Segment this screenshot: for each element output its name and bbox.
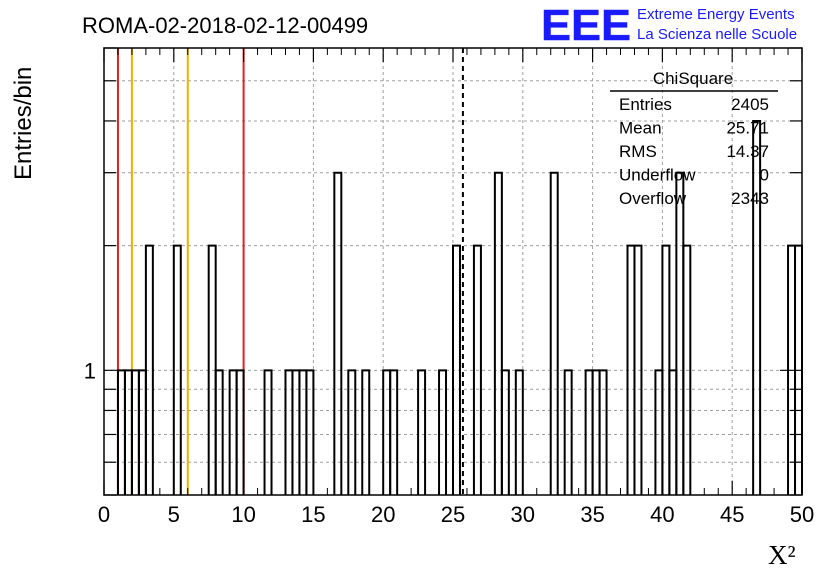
stats-row-label: Overflow [619, 189, 687, 208]
histogram-bin [472, 244, 482, 495]
stats-box: ChiSquare Entries 2405 Mean 25.71 RMS 14.37 Un… [610, 69, 778, 208]
x-tick-label: 35 [580, 502, 604, 527]
stats-row-label: RMS [619, 142, 657, 161]
x-tick-label: 20 [371, 502, 395, 527]
stats-row-value: 14.37 [726, 142, 769, 161]
x-tick-label: 50 [790, 502, 814, 527]
x-tick-label: 0 [98, 502, 110, 527]
histogram-bin [493, 171, 503, 495]
stats-row-label: Underflow [619, 166, 696, 185]
x-tick-label: 30 [511, 502, 535, 527]
histogram-bin [563, 369, 573, 495]
histogram-bin [172, 244, 182, 495]
histogram-bin [214, 369, 224, 495]
histogram-bin [598, 369, 608, 495]
histogram-bin [305, 369, 315, 495]
reference-lines [116, 48, 464, 495]
stats-row-value: 2343 [731, 189, 769, 208]
x-tick-label: 45 [720, 502, 744, 527]
histogram-bin [633, 244, 643, 495]
stats-row-value: 0 [760, 166, 769, 185]
x-tick-label: 15 [301, 502, 325, 527]
histogram-bin [675, 171, 685, 495]
x-tick-label: 5 [168, 502, 180, 527]
histogram-bin [263, 369, 273, 495]
stats-row-value: 2405 [731, 95, 769, 114]
histogram-bin [438, 369, 448, 495]
y-axis-label: Entries/bin [10, 67, 37, 180]
stats-row-label: Mean [619, 119, 662, 138]
logo-letters: EEE [541, 1, 631, 50]
logo-line-2: La Scienza nelle Scuole [637, 26, 797, 43]
stats-box-title: ChiSquare [653, 69, 733, 88]
x-tick-labels: 0 5 10 15 20 25 30 35 40 45 50 [98, 502, 814, 527]
x-axis-label: X² [768, 540, 796, 570]
x-tick-label: 10 [231, 502, 255, 527]
histogram-bin [500, 369, 510, 495]
histogram-bin [333, 171, 343, 495]
histogram-bin [752, 119, 762, 495]
stats-row-label: Entries [619, 95, 672, 114]
axis-ticks [103, 47, 803, 496]
eee-logo: EEE Extreme Energy Events La Scienza nel… [541, 1, 797, 51]
stats-row-value: 25.71 [726, 119, 769, 138]
histogram-bin [452, 244, 461, 495]
histogram-bin [361, 369, 371, 495]
run-title: ROMA-02-2018-02-12-00499 [82, 13, 368, 38]
x-tick-label: 25 [441, 502, 465, 527]
histogram-bin [235, 369, 245, 495]
x-tick-label: 40 [650, 502, 674, 527]
histogram-bin [347, 369, 357, 495]
histogram-bin [549, 171, 559, 495]
histogram-bin [682, 244, 692, 495]
histogram-bin [389, 369, 399, 495]
histogram-bins [116, 119, 803, 495]
y-tick-labels: 1 [84, 358, 96, 383]
y-tick-label: 1 [84, 358, 96, 383]
histogram-bin [417, 369, 427, 495]
histogram-bin [144, 244, 154, 495]
histogram-bin [514, 369, 524, 495]
logo-line-1: Extreme Energy Events [637, 6, 795, 23]
stats-box-rows: Entries 2405 Mean 25.71 RMS 14.37 Underflow 0 Ov… [619, 95, 769, 208]
